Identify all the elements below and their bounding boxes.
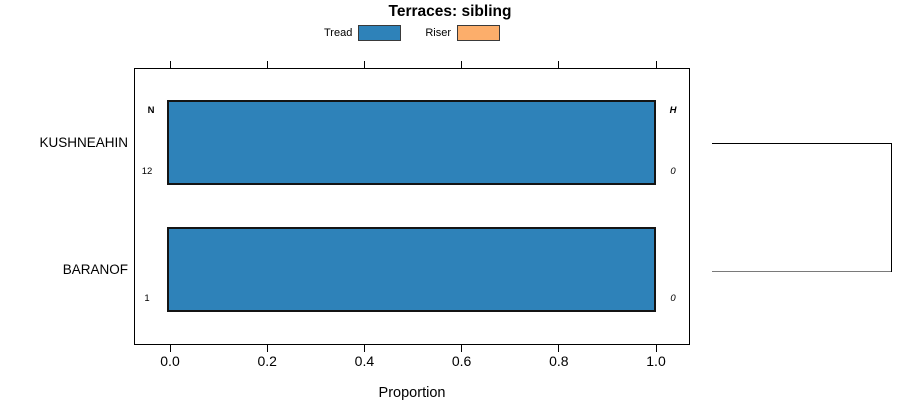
n-value-label: 12 xyxy=(141,166,153,177)
category-label-kushneahin: KUSHNEAHIN xyxy=(39,134,128,150)
bracket-vertical-line xyxy=(891,143,893,272)
x-tick-top xyxy=(363,61,365,68)
legend-swatch-riser xyxy=(457,25,500,41)
x-tick-label: 0.4 xyxy=(354,353,375,369)
x-tick-label: 0.6 xyxy=(451,353,472,369)
bar-kushneahin-tread xyxy=(167,100,656,185)
x-tick-label: 0.0 xyxy=(160,353,180,369)
legend-label: Tread xyxy=(324,26,353,39)
x-tick-label: 1.0 xyxy=(646,353,666,369)
x-tick-label: 0.8 xyxy=(549,353,569,369)
legend-swatch-tread xyxy=(358,25,402,41)
legend-label: Riser xyxy=(425,26,451,39)
n-header-label: N xyxy=(147,105,155,116)
bar-baranof-tread xyxy=(167,227,656,312)
x-tick-bottom xyxy=(169,345,171,352)
x-tick-top xyxy=(169,61,171,68)
x-tick-top xyxy=(655,61,657,68)
bracket-bottom-line xyxy=(712,270,892,273)
x-tick-bottom xyxy=(655,345,657,352)
legend-item-riser: Riser xyxy=(425,25,500,41)
x-tick-bottom xyxy=(558,345,560,352)
h-value-label: 0 xyxy=(670,166,676,177)
legend: Tread Riser xyxy=(134,24,690,42)
x-axis-label: Proportion xyxy=(378,385,446,401)
bracket-top-line xyxy=(712,143,892,145)
x-tick-label: 0.2 xyxy=(257,353,277,369)
h-header-label: H xyxy=(669,105,677,116)
chart-title: Terraces: sibling xyxy=(388,3,512,20)
n-value-label: 1 xyxy=(144,293,150,304)
x-tick-top xyxy=(461,61,463,68)
x-tick-bottom xyxy=(266,345,268,352)
x-tick-bottom xyxy=(461,345,463,352)
x-tick-bottom xyxy=(363,345,365,352)
category-label-baranof: BARANOF xyxy=(62,261,128,277)
h-value-label: 0 xyxy=(670,293,676,304)
x-tick-top xyxy=(558,61,560,68)
x-tick-top xyxy=(266,61,268,68)
legend-item-tread: Tread xyxy=(324,25,402,41)
